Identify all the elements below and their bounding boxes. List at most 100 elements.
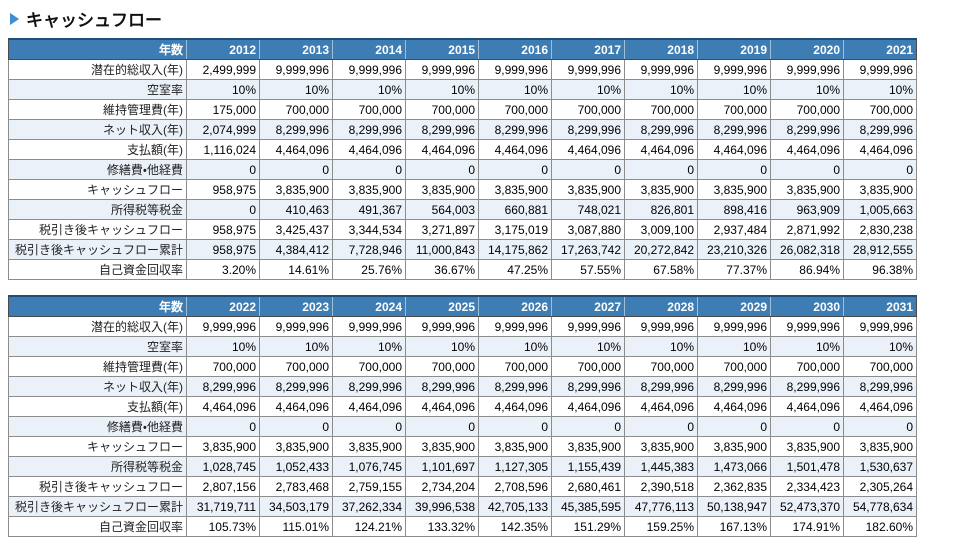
value-cell: 4,464,096 [405,139,479,160]
corner-header-cell: 年数 [8,38,187,60]
value-cell: 174.91% [770,516,844,537]
value-cell: 4,464,096 [259,396,333,417]
value-cell: 8,299,996 [697,376,771,397]
value-cell: 105.73% [186,516,260,537]
value-cell: 4,464,096 [697,396,771,417]
value-cell: 17,263,742 [551,239,625,260]
year-header-cell: 2014 [332,38,406,60]
value-cell: 8,299,996 [624,119,698,140]
value-cell: 700,000 [405,356,479,377]
value-cell: 8,299,996 [332,376,406,397]
value-cell: 700,000 [259,99,333,120]
value-cell: 4,464,096 [478,139,552,160]
value-cell: 0 [478,416,552,437]
value-cell: 182.60% [843,516,917,537]
value-cell: 3,835,900 [259,436,333,457]
table-row: 維持管理費(年) 175,000 700,000 700,000 700,000 700,… [8,99,917,120]
value-cell: 3,835,900 [624,436,698,457]
value-cell: 10% [186,79,260,100]
row-label-cell: 税引き後キャッシュフロー累計 [8,496,187,517]
value-cell: 1,052,433 [259,456,333,477]
value-cell: 14,175,862 [478,239,552,260]
value-cell: 9,999,996 [332,59,406,80]
value-cell: 700,000 [551,99,625,120]
value-cell: 10% [478,79,552,100]
value-cell: 57.55% [551,259,625,280]
value-cell: 700,000 [624,99,698,120]
value-cell: 0 [332,416,406,437]
value-cell: 0 [405,159,479,180]
value-cell: 159.25% [624,516,698,537]
row-label-cell: 所得税等税金 [8,456,187,477]
value-cell: 3,835,900 [697,179,771,200]
value-cell: 0 [551,416,625,437]
value-cell: 31,719,711 [186,496,260,517]
value-cell: 3,835,900 [186,436,260,457]
value-cell: 3,835,900 [843,179,917,200]
year-header-cell: 2019 [697,38,771,60]
value-cell: 67.58% [624,259,698,280]
year-header-cell: 2030 [770,295,844,317]
value-cell: 10% [843,79,917,100]
year-header-cell: 2023 [259,295,333,317]
value-cell: 1,101,697 [405,456,479,477]
value-cell: 77.37% [697,259,771,280]
value-cell: 4,464,096 [405,396,479,417]
table-body: 潜在的総収入(年) 2,499,999 9,999,996 9,999,996 9,99… [8,59,917,280]
value-cell: 700,000 [478,99,552,120]
value-cell: 39,996,538 [405,496,479,517]
row-label-cell: 維持管理費(年) [8,99,187,120]
table-row: 税引き後キャッシュフロー累計 958,975 4,384,412 7,728,946 1… [8,239,917,260]
table-body: 潜在的総収入(年) 9,999,996 9,999,996 9,999,996 9,99… [8,316,917,537]
table-row: 支払額(年) 4,464,096 4,464,096 4,464,096 4,464,0… [8,396,917,417]
year-header-cell: 2016 [478,38,552,60]
value-cell: 2,680,461 [551,476,625,497]
table-row: 税引き後キャッシュフロー累計 31,719,711 34,503,179 37,262… [8,496,917,517]
value-cell: 175,000 [186,99,260,120]
value-cell: 9,999,996 [478,59,552,80]
table-row: 空室率 10% 10% 10% 10% 10% 10% 10% 10% 10% 10% [8,79,917,100]
table-row: 支払額(年) 1,116,024 4,464,096 4,464,096 4,464,0… [8,139,917,160]
value-cell: 42,705,133 [478,496,552,517]
value-cell: 9,999,996 [697,316,771,337]
value-cell: 4,464,096 [770,396,844,417]
table-row: 空室率 10% 10% 10% 10% 10% 10% 10% 10% 10% 10% [8,336,917,357]
value-cell: 2,830,238 [843,219,917,240]
value-cell: 0 [186,159,260,180]
value-cell: 9,999,996 [624,59,698,80]
value-cell: 0 [551,159,625,180]
value-cell: 3,175,019 [478,219,552,240]
value-cell: 8,299,996 [551,376,625,397]
value-cell: 898,416 [697,199,771,220]
row-label-cell: ネット収入(年) [8,119,187,140]
year-header-row: 年数 2022 2023 2024 2025 2026 2027 2028 2029 2030 20… [8,295,917,317]
value-cell: 3,425,437 [259,219,333,240]
value-cell: 9,999,996 [624,316,698,337]
value-cell: 4,464,096 [478,396,552,417]
value-cell: 4,464,096 [624,139,698,160]
year-header-cell: 2021 [843,38,917,60]
value-cell: 3,835,900 [697,436,771,457]
value-cell: 8,299,996 [478,376,552,397]
value-cell: 8,299,996 [332,119,406,140]
value-cell: 1,155,439 [551,456,625,477]
value-cell: 826,801 [624,199,698,220]
value-cell: 8,299,996 [551,119,625,140]
value-cell: 10% [770,336,844,357]
value-cell: 2,871,992 [770,219,844,240]
value-cell: 124.21% [332,516,406,537]
value-cell: 3,835,900 [405,179,479,200]
table-row: キャッシュフロー 3,835,900 3,835,900 3,835,900 3,835… [8,436,917,457]
value-cell: 3,835,900 [843,436,917,457]
value-cell: 8,299,996 [697,119,771,140]
year-header-cell: 2020 [770,38,844,60]
value-cell: 700,000 [332,356,406,377]
value-cell: 9,999,996 [259,59,333,80]
value-cell: 0 [697,159,771,180]
year-header-cell: 2031 [843,295,917,317]
year-header-row: 年数 2012 2013 2014 2015 2016 2017 2018 2019 2020 20… [8,38,917,60]
value-cell: 2,807,156 [186,476,260,497]
value-cell: 2,759,155 [332,476,406,497]
value-cell: 0 [697,416,771,437]
value-cell: 11,000,843 [405,239,479,260]
